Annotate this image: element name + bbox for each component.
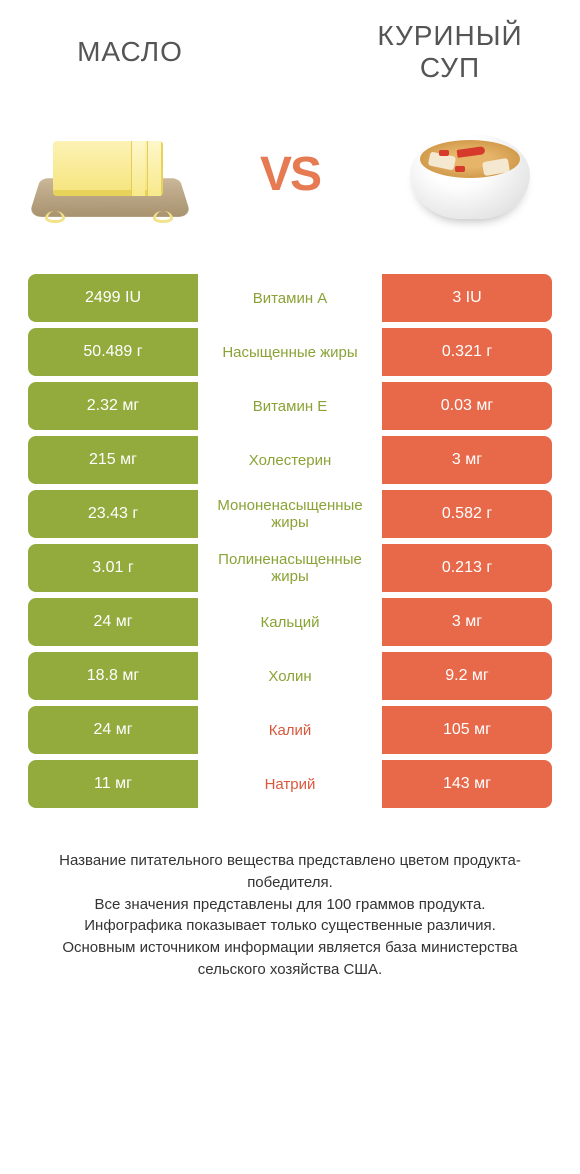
butter-image (30, 104, 190, 244)
table-row: 2499 IUВитамин A3 IU (28, 274, 552, 322)
value-left: 2499 IU (28, 274, 198, 322)
nutrient-label: Мононенасыщенные жиры (198, 490, 382, 538)
value-left: 3.01 г (28, 544, 198, 592)
value-left: 215 мг (28, 436, 198, 484)
value-left: 24 мг (28, 598, 198, 646)
soup-image (390, 104, 550, 244)
value-left: 23.43 г (28, 490, 198, 538)
images-row: VS (0, 94, 580, 274)
value-right: 0.321 г (382, 328, 552, 376)
footer-line: Основным источником информации является … (30, 937, 550, 981)
nutrient-label: Калий (198, 706, 382, 754)
value-left: 2.32 мг (28, 382, 198, 430)
footer-line: Инфографика показывает только существенн… (30, 915, 550, 937)
nutrient-label: Холин (198, 652, 382, 700)
table-row: 215 мгХолестерин3 мг (28, 436, 552, 484)
value-left: 50.489 г (28, 328, 198, 376)
table-row: 18.8 мгХолин9.2 мг (28, 652, 552, 700)
value-right: 0.213 г (382, 544, 552, 592)
nutrient-label: Полиненасыщенные жиры (198, 544, 382, 592)
vs-label: VS (260, 147, 320, 202)
header: МАСЛО КУРИНЫЙ СУП (0, 0, 580, 94)
title-right: КУРИНЫЙ СУП (350, 20, 550, 84)
value-right: 0.03 мг (382, 382, 552, 430)
footer-line: Все значения представлены для 100 граммо… (30, 894, 550, 916)
nutrient-label: Холестерин (198, 436, 382, 484)
nutrient-label: Витамин A (198, 274, 382, 322)
value-left: 11 мг (28, 760, 198, 808)
footer-line: Название питательного вещества представл… (30, 850, 550, 894)
table-row: 50.489 гНасыщенные жиры0.321 г (28, 328, 552, 376)
value-right: 9.2 мг (382, 652, 552, 700)
value-right: 105 мг (382, 706, 552, 754)
table-row: 24 мгКалий105 мг (28, 706, 552, 754)
value-right: 143 мг (382, 760, 552, 808)
table-row: 23.43 гМононенасыщенные жиры0.582 г (28, 490, 552, 538)
nutrient-label: Насыщенные жиры (198, 328, 382, 376)
nutrient-label: Витамин E (198, 382, 382, 430)
footer-notes: Название питательного вещества представл… (0, 814, 580, 981)
comparison-table: 2499 IUВитамин A3 IU 50.489 гНасыщенные ж… (0, 274, 580, 808)
table-row: 3.01 гПолиненасыщенные жиры0.213 г (28, 544, 552, 592)
value-left: 24 мг (28, 706, 198, 754)
value-left: 18.8 мг (28, 652, 198, 700)
table-row: 11 мгНатрий143 мг (28, 760, 552, 808)
value-right: 3 мг (382, 598, 552, 646)
value-right: 3 мг (382, 436, 552, 484)
nutrient-label: Натрий (198, 760, 382, 808)
title-left: МАСЛО (30, 36, 230, 68)
table-row: 24 мгКальций3 мг (28, 598, 552, 646)
value-right: 3 IU (382, 274, 552, 322)
value-right: 0.582 г (382, 490, 552, 538)
table-row: 2.32 мгВитамин E0.03 мг (28, 382, 552, 430)
nutrient-label: Кальций (198, 598, 382, 646)
